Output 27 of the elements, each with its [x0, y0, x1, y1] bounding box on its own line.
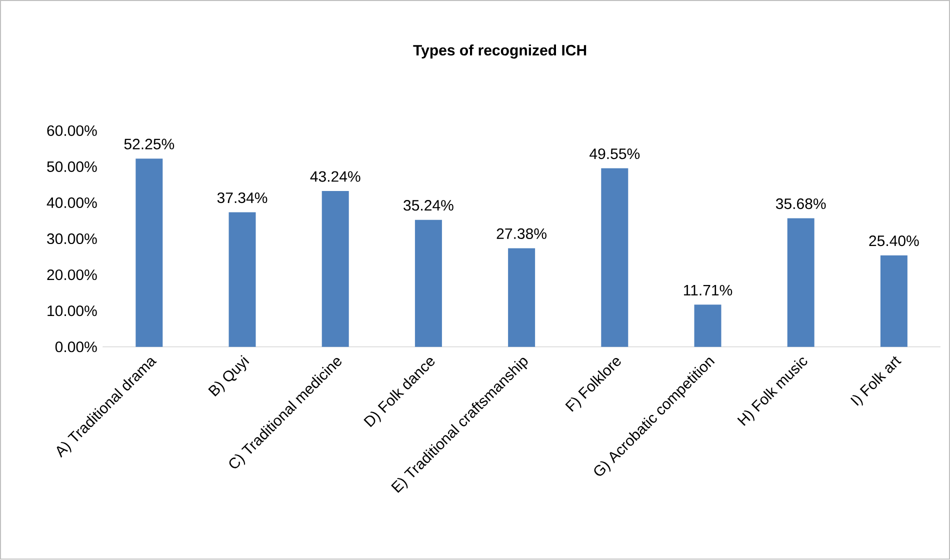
bar	[787, 218, 814, 348]
bar	[414, 220, 442, 348]
data-label: 35.24%	[404, 200, 454, 211]
data-label: 37.34%	[217, 192, 268, 204]
y-tick-label: 60.00%	[47, 126, 97, 136]
y-tick-label: 20.00%	[47, 270, 97, 280]
data-label: 52.25%	[124, 138, 174, 150]
bar	[136, 158, 163, 348]
data-label: 27.38%	[496, 228, 546, 240]
data-label: 43.24%	[310, 171, 360, 182]
bar	[880, 256, 908, 348]
data-label: 25.40%	[869, 236, 919, 246]
y-tick-label: 10.00%	[48, 306, 97, 316]
bar	[508, 248, 536, 348]
y-tick-label: 50.00%	[47, 162, 97, 172]
bar	[694, 304, 722, 348]
chart-title: Types of recognized ICH	[413, 44, 586, 59]
y-tick-label: 0.00%	[55, 342, 97, 352]
data-label: 11.71%	[684, 285, 732, 296]
data-label: 35.68%	[776, 198, 826, 210]
data-label: 49.55%	[590, 148, 640, 160]
bar	[322, 191, 349, 348]
bar	[601, 168, 628, 348]
x-tick-label: I) Folk art	[850, 356, 902, 406]
y-tick-label: 40.00%	[46, 198, 97, 208]
y-tick-label: 30.00%	[47, 234, 97, 244]
bar	[228, 212, 256, 348]
